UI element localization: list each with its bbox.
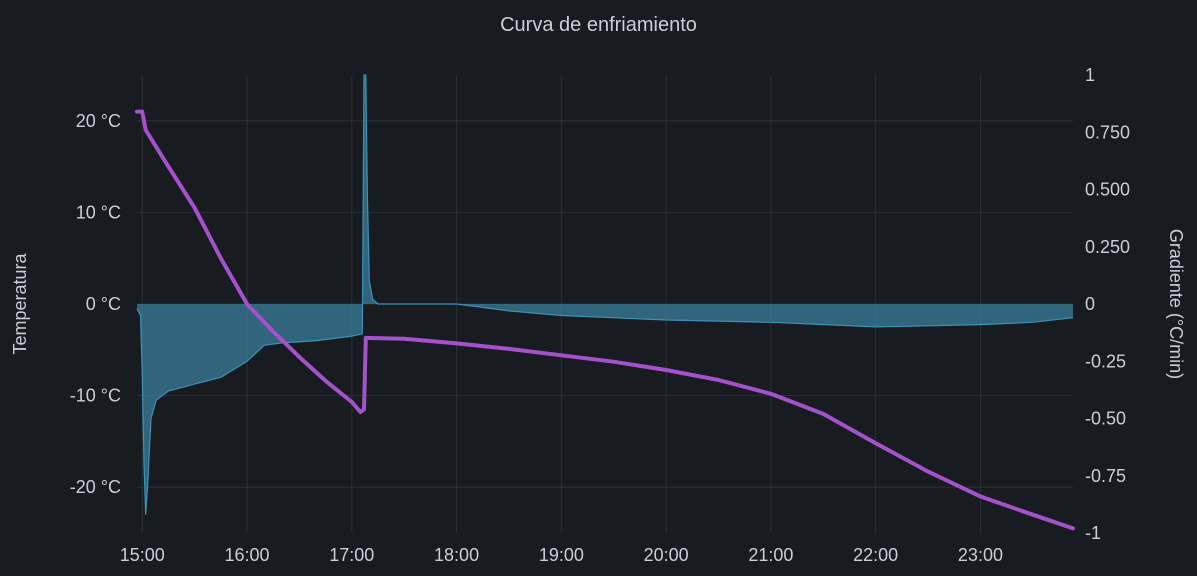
y-right-tick-label: -0.50	[1085, 409, 1126, 429]
x-tick-label: 19:00	[539, 545, 584, 565]
y-left-tick-label: 0 °C	[86, 294, 121, 314]
y-left-tick-label: -20 °C	[70, 477, 121, 497]
gradient-series-line	[136, 74, 1074, 515]
x-tick-label: 15:00	[120, 545, 165, 565]
y-left-tick-label: -10 °C	[70, 386, 121, 406]
y-right-tick-label: 0.250	[1085, 237, 1130, 257]
y-left-tick-label: 20 °C	[76, 111, 121, 131]
y-right-tick-label: -0.75	[1085, 466, 1126, 486]
y-right-tick-label: 0.500	[1085, 180, 1130, 200]
gradient-area-fill	[137, 75, 1073, 515]
chart-title: Curva de enfriamiento	[500, 14, 697, 36]
y-right-tick-label: -0.25	[1085, 351, 1126, 371]
temperature-series-line	[135, 109, 1075, 531]
x-tick-label: 23:00	[958, 545, 1003, 565]
x-tick-label: 21:00	[748, 545, 793, 565]
x-tick-label: 22:00	[853, 545, 898, 565]
y-right-tick-label: 0	[1085, 294, 1095, 314]
y-left-tick-label: 10 °C	[76, 202, 121, 222]
y-right-tick-label: 0.750	[1085, 122, 1130, 142]
y-left-axis-title: Temperatura	[10, 252, 30, 354]
y-right-tick-label: -1	[1085, 523, 1101, 543]
x-tick-label: 18:00	[434, 545, 479, 565]
x-tick-label: 17:00	[329, 545, 374, 565]
x-tick-label: 20:00	[644, 545, 689, 565]
x-tick-label: 16:00	[224, 545, 269, 565]
y-right-axis-title: Gradiente (°C/min)	[1166, 229, 1186, 379]
y-right-tick-label: 1	[1085, 65, 1095, 85]
